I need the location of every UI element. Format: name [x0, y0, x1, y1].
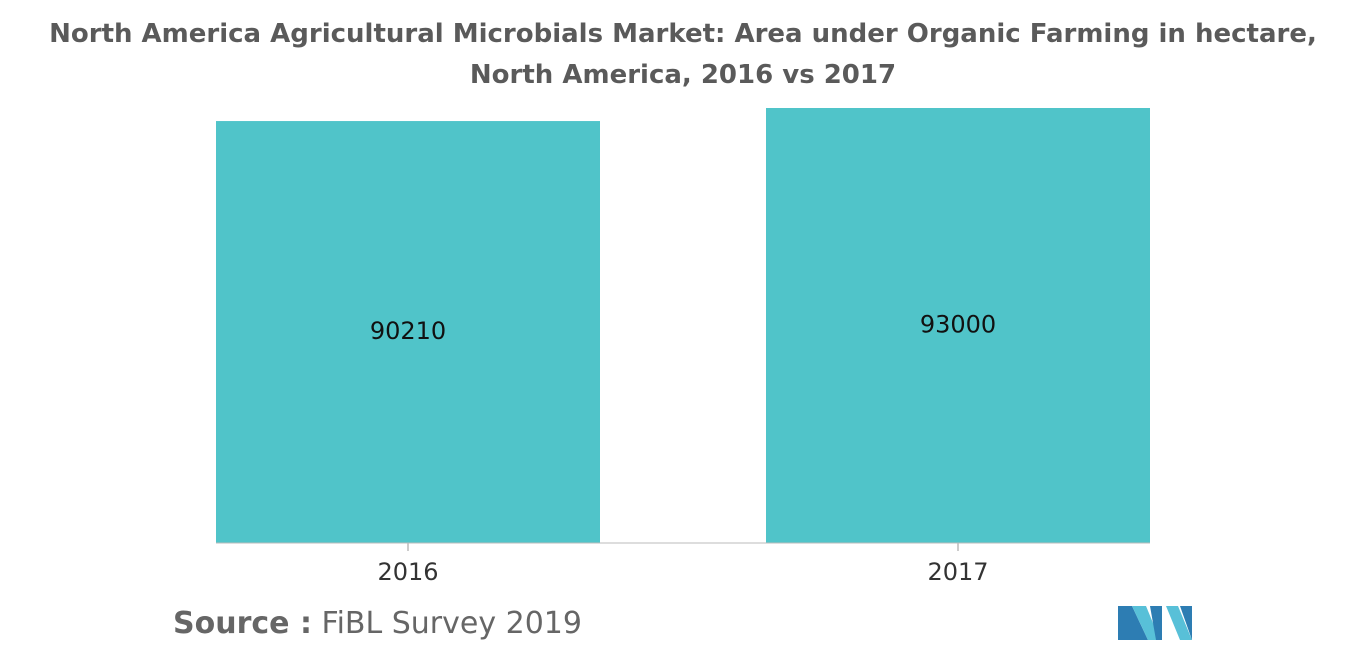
- chart-title: North America Agricultural Microbials Ma…: [49, 19, 1317, 90]
- logo: [1118, 606, 1192, 640]
- bar: [216, 121, 600, 544]
- x-tick-label: 2017: [927, 558, 988, 586]
- x-tick-label: 2016: [377, 558, 438, 586]
- bar: [766, 108, 1150, 543]
- value-label: 90210: [370, 317, 446, 345]
- source: Source : FiBL Survey 2019: [173, 606, 582, 641]
- value-label: 93000: [920, 311, 996, 339]
- source-label: Source :: [173, 606, 312, 641]
- source-text: FiBL Survey 2019: [321, 606, 582, 641]
